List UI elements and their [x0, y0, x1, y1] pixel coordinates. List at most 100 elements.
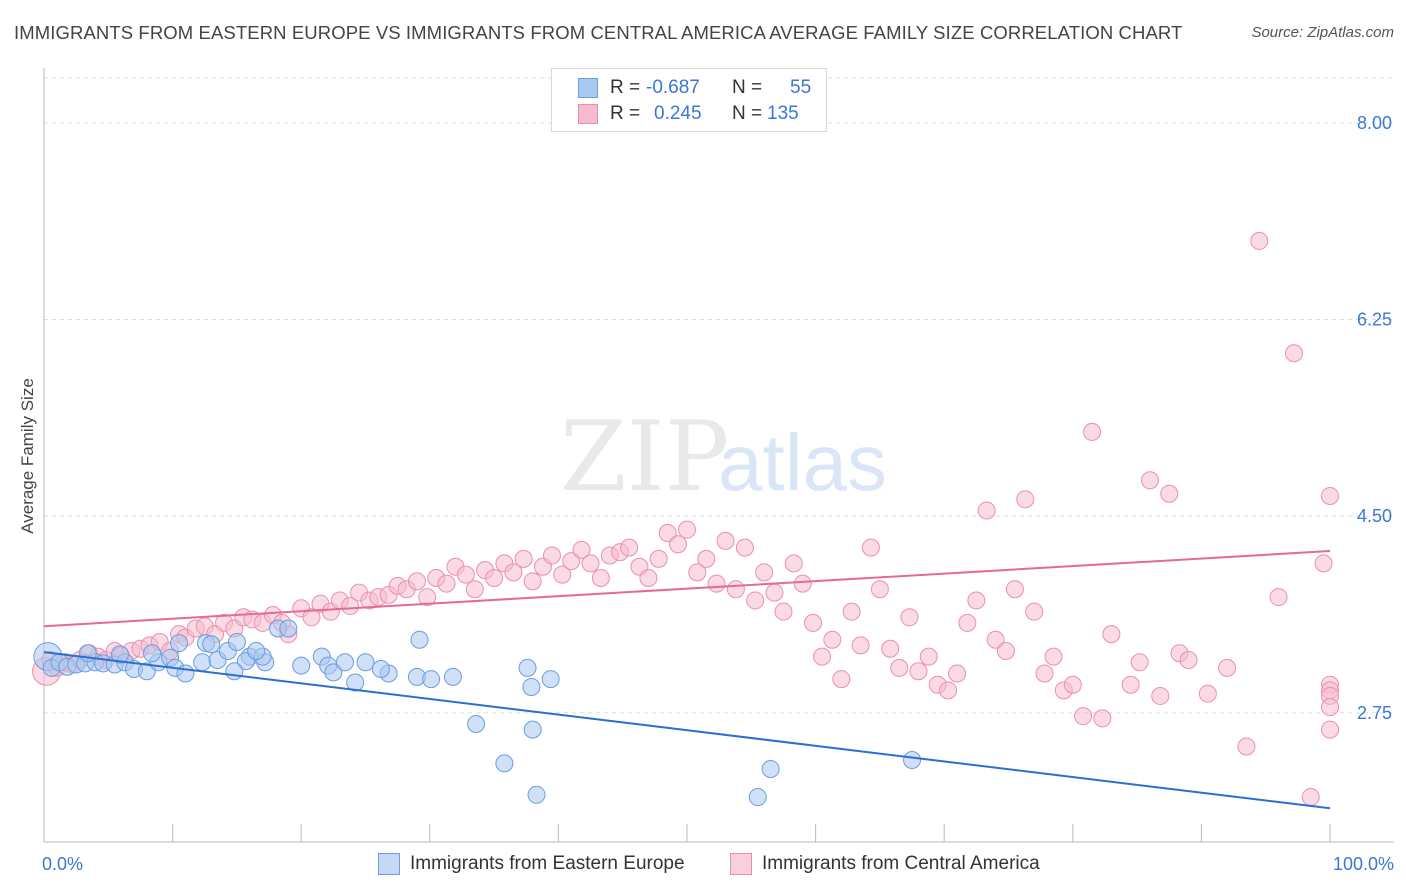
eastern-europe-point: [541, 670, 560, 689]
eastern-europe-point: [495, 754, 514, 773]
central-america-point: [793, 574, 812, 593]
legend-n-label: N =: [732, 103, 763, 124]
central-america-point: [1301, 788, 1320, 807]
eastern-europe-point: [748, 788, 767, 807]
central-america-point: [572, 540, 591, 559]
central-america-point: [1321, 486, 1339, 505]
central-america-point: [1074, 707, 1093, 726]
central-america-point: [553, 565, 572, 584]
y-tick-label: 6.25: [1357, 310, 1392, 330]
eastern-europe-point: [170, 634, 189, 653]
central-america-point: [1218, 658, 1237, 677]
central-america-point: [485, 568, 504, 587]
chart-title: IMMIGRANTS FROM EASTERN EUROPE VS IMMIGR…: [14, 22, 1183, 43]
eastern-europe-point: [78, 644, 97, 663]
central-america-point: [649, 549, 668, 568]
central-america-point: [774, 602, 793, 621]
central-america-point: [1005, 580, 1024, 599]
series-eastern-europe-points: [33, 619, 922, 807]
source-label: Source: ZipAtlas.com: [1251, 24, 1394, 41]
bottom-legend-label: Immigrants from Eastern Europe: [410, 853, 685, 874]
central-america-point: [977, 501, 996, 520]
bottom-legend-swatch-blue: [378, 853, 400, 875]
central-america-point: [986, 630, 1005, 649]
central-america-point: [967, 591, 986, 610]
central-america-point: [407, 572, 426, 591]
central-america-point: [996, 642, 1015, 660]
central-america-point: [620, 538, 639, 557]
y-tick-label: 2.75: [1357, 703, 1392, 723]
trendline-central-america: [43, 550, 1331, 628]
central-america-point: [881, 639, 900, 658]
eastern-europe-point: [227, 633, 246, 652]
central-america-point: [1093, 709, 1112, 728]
watermark-zip: ZIP: [560, 401, 729, 513]
central-america-point: [465, 580, 484, 599]
central-america-point: [784, 554, 803, 573]
legend-r-value: -0.687: [646, 77, 700, 98]
central-america-point: [1284, 344, 1303, 363]
eastern-europe-point: [761, 759, 780, 778]
central-america-point: [823, 630, 842, 649]
eastern-europe-point: [279, 619, 298, 638]
central-america-point: [1179, 650, 1198, 669]
legend-swatch-pink: [578, 104, 598, 124]
central-america-point: [514, 549, 533, 568]
legend-swatch-blue: [578, 78, 598, 98]
eastern-europe-point: [422, 670, 441, 689]
correlation-legend: R = -0.687 N = 55 R = 0.245 N = 135: [551, 68, 827, 132]
eastern-europe-point: [292, 656, 311, 675]
central-america-point: [890, 658, 909, 677]
central-america-point: [639, 568, 658, 587]
central-america-point: [1083, 422, 1102, 441]
eastern-europe-point: [202, 635, 221, 654]
y-tick-labels: 2.75 4.50 6.25 8.00: [1357, 113, 1392, 723]
central-america-point: [909, 662, 928, 681]
eastern-europe-point: [518, 658, 537, 677]
central-america-point: [735, 538, 754, 557]
series-central-america-points: [32, 231, 1339, 807]
central-america-point: [668, 535, 687, 554]
central-america-point: [437, 574, 456, 593]
central-america-point: [813, 647, 832, 666]
central-america-point: [1250, 231, 1269, 250]
central-america-point: [1063, 675, 1082, 694]
legend-r-label: R =: [610, 103, 641, 124]
central-america-point: [688, 563, 707, 582]
central-america-point: [456, 565, 475, 584]
legend-n-value: 135: [767, 103, 799, 124]
watermark-atlas: atlas: [718, 418, 887, 507]
central-america-point: [302, 608, 321, 627]
central-america-point: [591, 568, 610, 587]
eastern-europe-point: [527, 785, 546, 804]
axes: [43, 68, 1394, 843]
central-america-point: [765, 583, 784, 602]
eastern-europe-point: [176, 664, 195, 683]
central-america-point: [678, 520, 696, 539]
central-america-point: [1102, 625, 1121, 644]
legend-n-value: 55: [790, 77, 812, 98]
central-america-point: [755, 563, 774, 582]
x-tick-label: 100.0%: [1333, 854, 1394, 874]
eastern-europe-point: [410, 630, 429, 649]
central-america-point: [1044, 647, 1063, 666]
legend-n-label: N =: [732, 77, 763, 98]
central-america-point: [746, 591, 765, 610]
central-america-point: [542, 546, 561, 565]
central-america-point: [581, 554, 600, 573]
eastern-europe-point: [110, 645, 129, 664]
eastern-europe-point: [523, 720, 542, 739]
eastern-europe-point: [356, 653, 375, 672]
central-america-point: [726, 580, 745, 599]
eastern-europe-point: [324, 663, 343, 682]
eastern-europe-point: [522, 677, 541, 696]
central-america-point: [1121, 675, 1140, 694]
central-america-point: [958, 613, 977, 632]
trendline-eastern-europe: [43, 651, 1331, 810]
eastern-europe-point: [903, 750, 922, 769]
central-america-point: [1237, 737, 1256, 756]
central-america-point: [1321, 698, 1339, 717]
central-america-point: [948, 664, 967, 683]
bottom-legend-swatch-pink: [730, 853, 752, 875]
